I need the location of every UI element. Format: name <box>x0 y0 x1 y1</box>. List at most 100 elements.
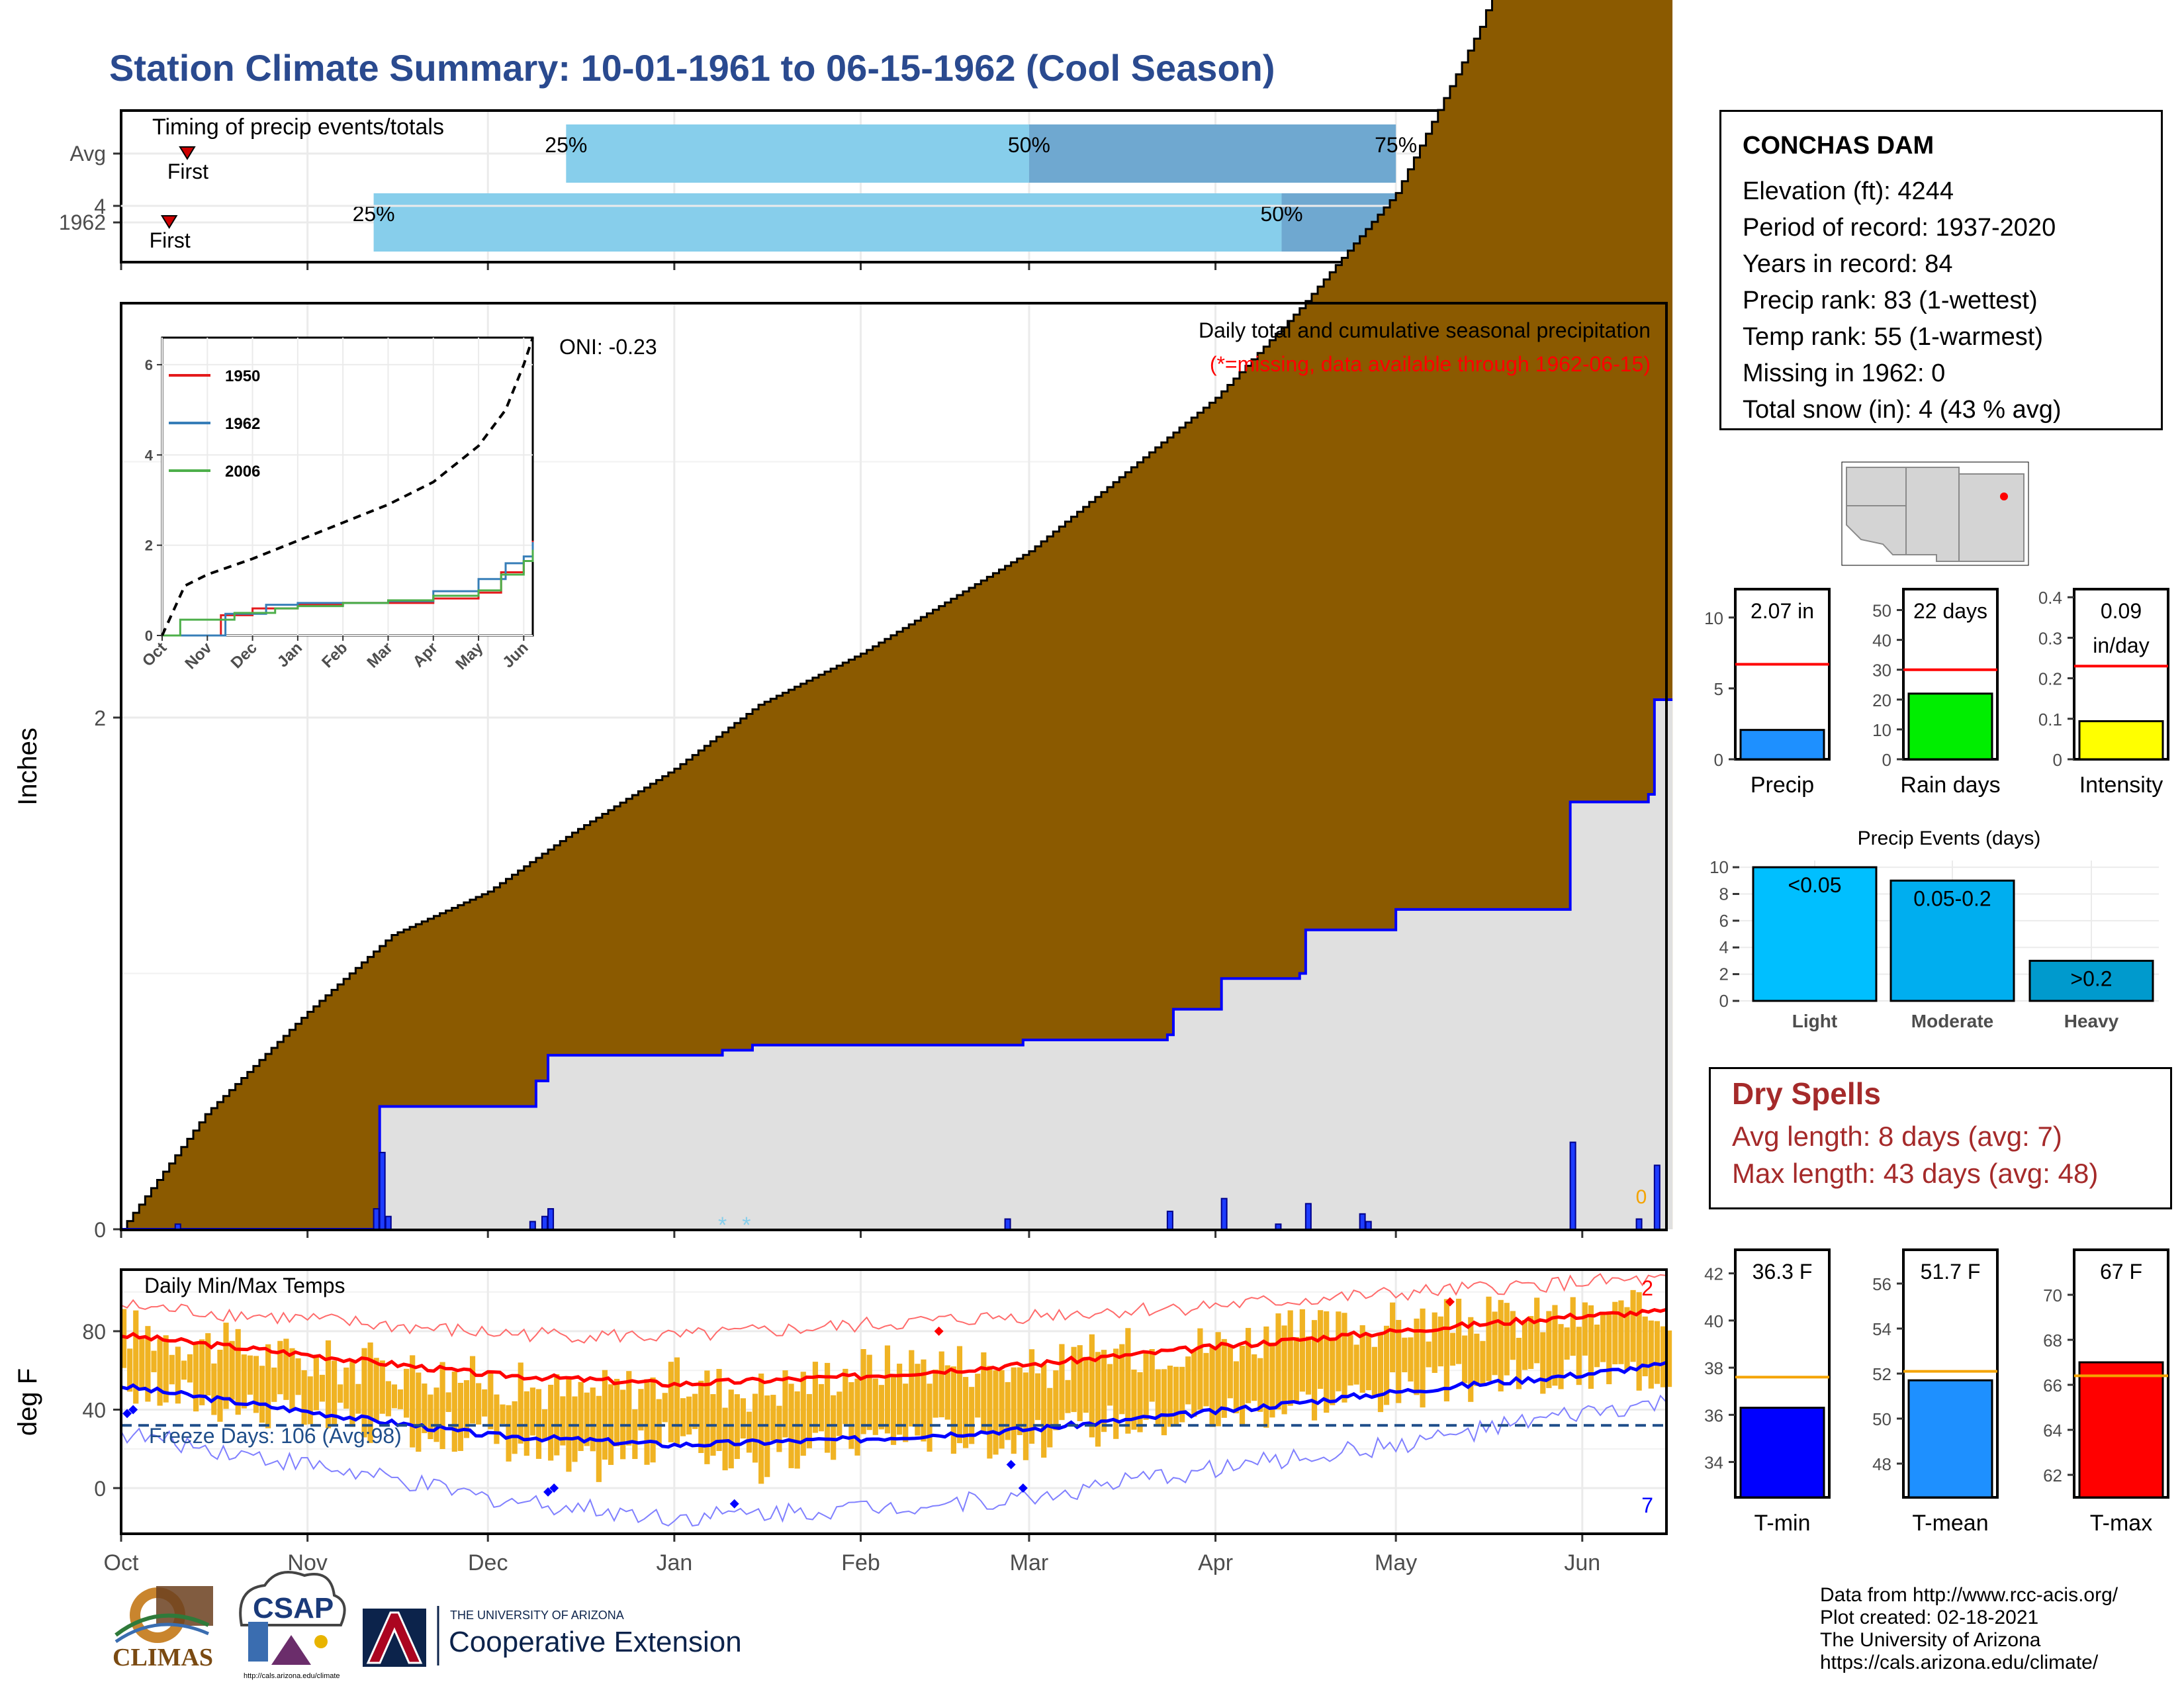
daily-precip-bar <box>1365 1221 1372 1231</box>
daily-precip-bar <box>1220 1197 1228 1230</box>
daily-temp-bar <box>1209 1347 1215 1427</box>
daily-temp-bar <box>1215 1332 1221 1427</box>
daily-temp-bar <box>728 1389 734 1469</box>
summary-y-tick-label: 48 <box>1872 1454 1891 1474</box>
precip-y-axis-title: Inches <box>13 727 42 806</box>
daily-temp-bar <box>211 1363 217 1415</box>
summary-y-tick-label: 0.1 <box>2038 710 2062 729</box>
daily-temp-bar <box>488 1372 494 1430</box>
station-elevation: Elevation (ft): 4244 <box>1743 177 1954 205</box>
events-bar-light <box>1752 866 1878 1002</box>
daily-temp-bar <box>1443 1299 1450 1402</box>
record-min-line <box>120 1394 1667 1527</box>
csap-label: CSAP <box>253 1592 334 1624</box>
daily-temp-bar <box>1017 1367 1023 1435</box>
missing-data-mark: * <box>718 1213 727 1238</box>
daily-temp-bar <box>1486 1296 1492 1382</box>
daily-temp-bar <box>1107 1364 1113 1406</box>
daily-temp-bar <box>872 1378 878 1435</box>
summary-y-tick-label: 54 <box>1872 1319 1891 1339</box>
daily-temp-bar <box>788 1383 794 1468</box>
daily-precip-bar <box>1653 1164 1661 1230</box>
daily-temp-bar <box>812 1362 819 1433</box>
record-min-hit <box>122 1409 132 1419</box>
daily-temp-bar <box>1336 1311 1342 1391</box>
daily-temp-bar <box>1257 1358 1263 1412</box>
temp-x-tick-label: Nov <box>287 1550 327 1575</box>
timing-row-label: Avg <box>69 142 106 165</box>
daily-temp-bar <box>445 1392 451 1413</box>
daily-temp-bar <box>1666 1330 1672 1387</box>
daily-temp-bar <box>962 1377 969 1448</box>
daily-temp-bar <box>301 1370 307 1425</box>
daily-temp-bar <box>151 1350 157 1372</box>
daily-temp-bar <box>469 1356 476 1424</box>
daily-temp-bar <box>331 1360 338 1426</box>
daily-temp-bar <box>650 1377 656 1463</box>
daily-temp-bar <box>1449 1333 1456 1366</box>
daily-temp-bar <box>903 1383 909 1442</box>
daily-temp-bar <box>999 1370 1005 1449</box>
observed-cumulative-area <box>121 699 1673 1229</box>
daily-temp-bar <box>1059 1344 1065 1421</box>
summary-y-tick-label: 50 <box>1872 1409 1891 1429</box>
summary-y-tick-label: 38 <box>1704 1358 1723 1378</box>
daily-temp-bar <box>560 1396 566 1446</box>
dry-spells-title: Dry Spells <box>1732 1076 1881 1111</box>
daily-temp-bar <box>993 1370 999 1455</box>
daily-temp-bar <box>253 1356 259 1413</box>
summary-value-label: 67 F <box>2100 1260 2142 1284</box>
daily-temp-bar <box>927 1383 933 1452</box>
timing-bar-25-50 <box>373 193 1282 252</box>
station-temp-rank: Temp rank: 55 (1-warmest) <box>1743 323 2044 351</box>
daily-temp-bar <box>1095 1352 1101 1447</box>
daily-precip-bar <box>1004 1218 1011 1231</box>
daily-temp-bar <box>205 1333 211 1395</box>
inset-avg-line <box>161 337 534 636</box>
summary-y-tick-label: 68 <box>2043 1331 2062 1350</box>
daily-temp-bar <box>343 1367 349 1409</box>
csap-url: http://cals.arizona.edu/climate <box>244 1672 340 1680</box>
daily-temp-bar <box>506 1405 512 1462</box>
events-bar-label: 0.05-0.2 <box>1913 886 1991 910</box>
daily-temp-bar <box>722 1407 728 1471</box>
daily-temp-bar <box>500 1404 506 1425</box>
daily-temp-bar <box>1137 1372 1143 1432</box>
daily-temp-bar <box>1456 1298 1462 1364</box>
precip-y-tick-label: 0 <box>94 1218 106 1242</box>
daily-temp-bar <box>1005 1382 1011 1440</box>
daily-precip-bar <box>547 1208 555 1230</box>
daily-temp-bar <box>584 1392 590 1446</box>
summary-y-tick-label: 70 <box>2043 1286 2062 1305</box>
daily-temp-bar <box>1101 1350 1107 1432</box>
daily-temp-bar <box>1011 1367 1017 1454</box>
events-y-tick-label: 10 <box>1709 857 1729 877</box>
daily-temp-bar <box>614 1378 620 1446</box>
daily-temp-bar <box>1083 1356 1089 1413</box>
daily-temp-bar <box>1618 1300 1624 1364</box>
daily-temp-bar <box>494 1394 500 1444</box>
daily-temp-bar <box>1269 1342 1275 1418</box>
daily-temp-bar <box>355 1383 361 1414</box>
record-min-hit <box>549 1483 559 1493</box>
daily-temp-bar <box>825 1362 831 1453</box>
record-min-hit <box>543 1487 553 1497</box>
daily-temp-bar <box>457 1383 463 1451</box>
daily-temp-bar <box>223 1323 229 1409</box>
events-bar-moderate <box>1889 879 2015 1002</box>
temp-x-tick-label: Jun <box>1564 1550 1600 1575</box>
daily-temp-bar <box>915 1364 921 1436</box>
page-title: Station Climate Summary: 10-01-1961 to 0… <box>109 47 1275 89</box>
record-max-hit <box>934 1327 944 1336</box>
credit-plot-date: Plot created: 02-18-2021 <box>1820 1607 2039 1628</box>
daily-temp-bar <box>229 1340 235 1400</box>
summary-y-tick-label: 52 <box>1872 1364 1891 1384</box>
missing-data-mark: * <box>742 1213 751 1238</box>
daily-temp-bar <box>1167 1365 1173 1427</box>
summary-y-tick-label: 0 <box>2053 750 2062 770</box>
daily-temp-bar <box>518 1362 523 1444</box>
events-title: Precip Events (days) <box>1858 827 2041 849</box>
daily-temp-bar <box>686 1396 692 1435</box>
daily-temp-bar <box>1408 1337 1414 1382</box>
daily-temp-bar <box>241 1354 247 1409</box>
